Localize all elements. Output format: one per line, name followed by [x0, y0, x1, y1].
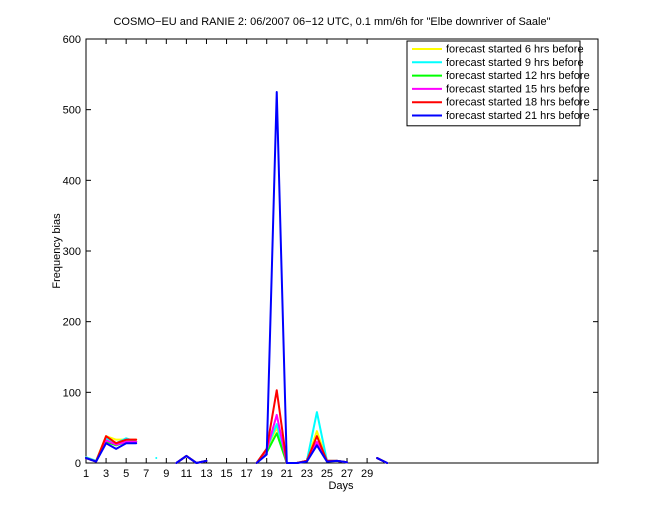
legend-label: forecast started 9 hrs before: [446, 57, 584, 69]
y-tick-label: 600: [63, 34, 81, 46]
legend-box: [406, 40, 581, 127]
y-tick-label: 100: [63, 387, 81, 399]
y-axis-label: Frequency bias: [51, 213, 63, 289]
y-tick-label: 500: [63, 105, 81, 117]
y-tick-label: 0: [75, 458, 81, 470]
x-tick-label: 1: [83, 468, 89, 480]
x-tick-label: 23: [301, 468, 313, 480]
legend-label: forecast started 21 hrs before: [446, 110, 590, 122]
y-tick-label: 200: [63, 317, 81, 329]
x-tick-label: 7: [143, 468, 149, 480]
chart-title: COSMO−EU and RANIE 2: 06/2007 06−12 UTC,…: [113, 16, 550, 28]
x-tick-label: 21: [281, 468, 293, 480]
x-tick-label: 17: [241, 468, 253, 480]
x-tick-label: 5: [123, 468, 129, 480]
x-tick-label: 9: [163, 468, 169, 480]
legend-label: forecast started 18 hrs before: [446, 97, 590, 109]
x-tick-label: 19: [261, 468, 273, 480]
x-tick-label: 29: [361, 468, 373, 480]
x-tick-label: 11: [181, 468, 192, 480]
x-tick-label: 27: [341, 468, 353, 480]
x-tick-label: 25: [321, 468, 333, 480]
legend-label: forecast started 12 hrs before: [446, 70, 590, 82]
series-line: [85, 91, 389, 464]
x-axis-label: Days: [328, 480, 354, 492]
x-tick-label: 3: [103, 468, 109, 480]
x-tick-label: 13: [200, 468, 212, 480]
y-tick-label: 300: [63, 246, 81, 258]
legend-label: forecast started 15 hrs before: [446, 83, 590, 95]
x-tick-label: 15: [220, 468, 232, 480]
legend-label: forecast started 6 hrs before: [446, 44, 584, 56]
y-tick-label: 400: [63, 175, 81, 187]
